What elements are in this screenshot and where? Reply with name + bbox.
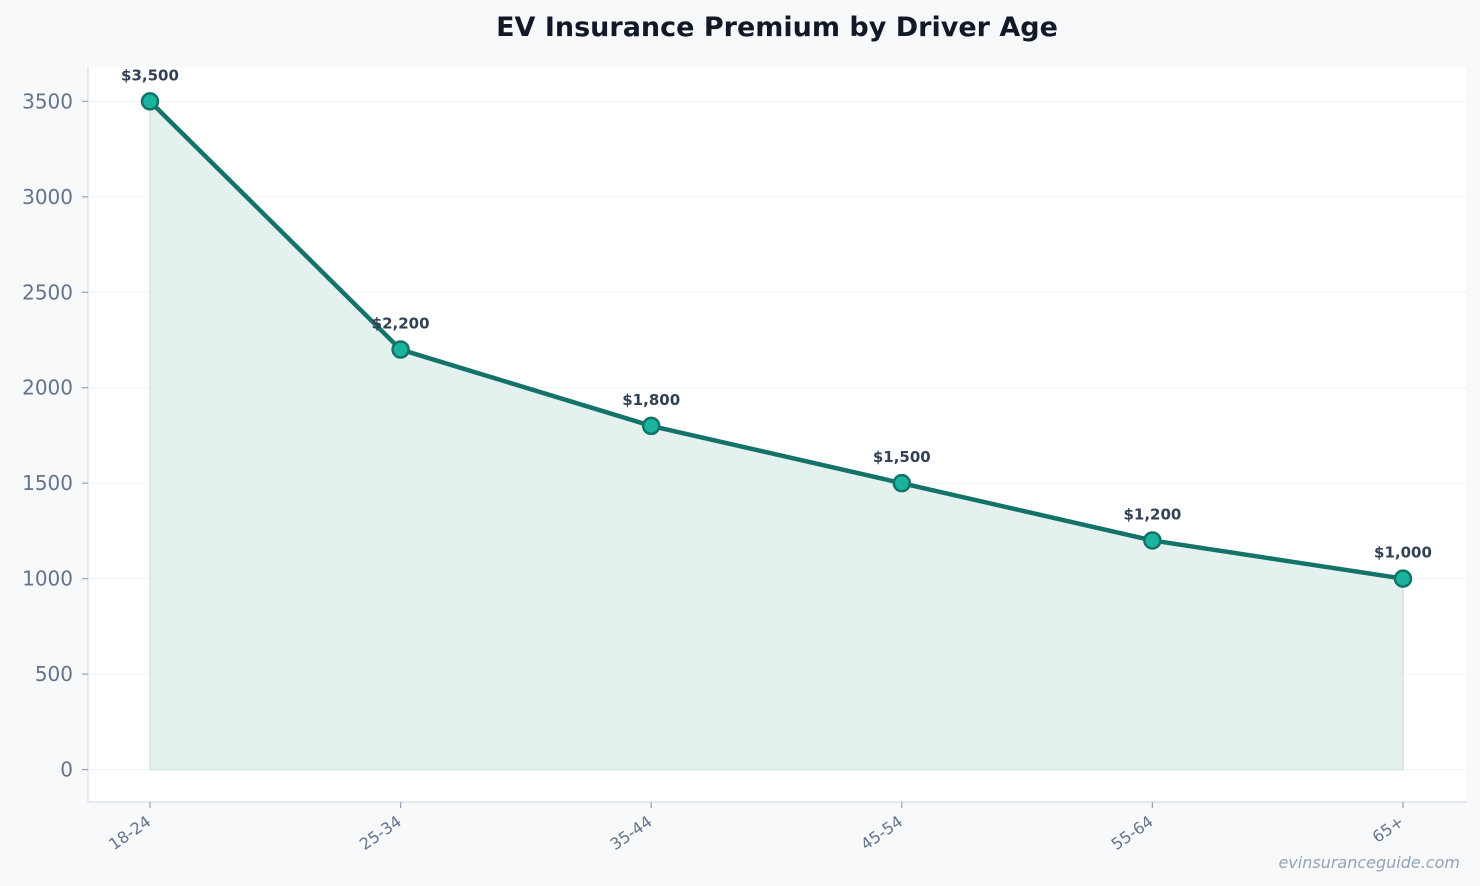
axes [82,67,1466,808]
y-tick-label: 0 [60,758,73,782]
data-label: $1,000 [1374,544,1432,562]
data-label: $1,800 [622,391,680,409]
data-point [391,340,410,359]
data-label: $1,500 [873,448,931,466]
y-tick-label: 3000 [22,185,73,209]
y-tick-label: 2000 [22,376,73,400]
markers [140,92,1413,588]
data-point [1393,569,1413,588]
y-tick-label: 2500 [22,280,73,304]
data-label: $3,500 [121,66,179,84]
line-layer [147,99,1406,581]
data-label: $2,200 [372,315,430,333]
y-tick-label: 500 [35,662,73,686]
y-tick-label: 1000 [22,567,73,591]
watermark: evinsuranceguide.com [1278,853,1460,872]
data-point [140,92,160,111]
data-point [1143,531,1162,550]
data-point [892,473,912,493]
data-point [641,416,661,436]
data-labels: $3,500 $2,200 $1,800 $1,500 $1,200 $1,000 [121,66,1432,561]
y-tick-label: 3500 [22,89,73,113]
data-label: $1,200 [1123,505,1181,523]
chart-title: EV Insurance Premium by Driver Age [496,12,1058,43]
y-tick-label: 1500 [22,471,73,495]
series-line [147,99,1406,581]
